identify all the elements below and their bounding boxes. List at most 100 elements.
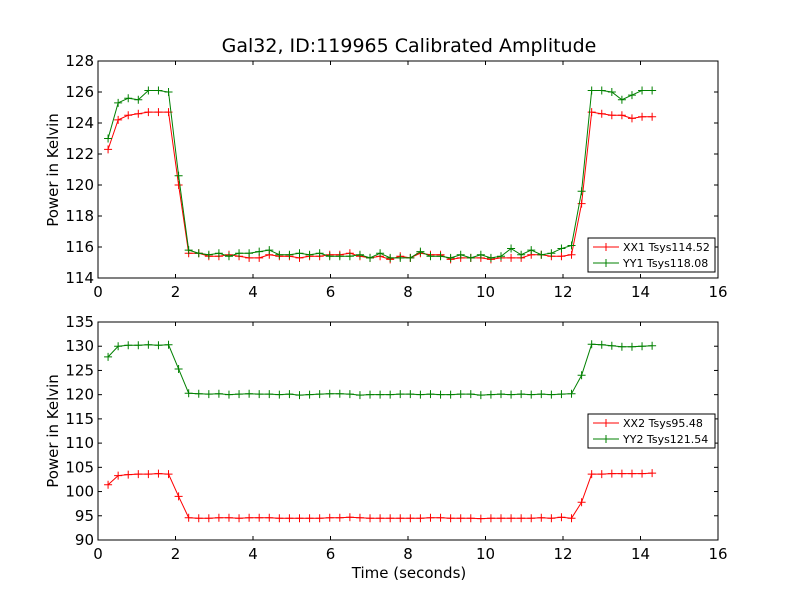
data-point-marker [325,389,334,398]
data-point-marker [124,111,133,120]
data-point-marker [456,390,465,399]
data-point-marker [295,249,304,258]
data-point-marker [557,390,566,399]
y-tick-label: 115 [65,410,94,428]
data-point-marker [466,253,475,262]
data-point-marker [557,252,566,261]
data-point-marker [245,513,254,522]
data-point-marker [607,88,616,96]
data-point-marker [285,250,294,259]
x-tick-label: 2 [171,283,181,301]
data-point-marker [527,246,536,255]
y-tick-label: 126 [65,83,94,101]
x-tick-label: 6 [326,283,336,301]
data-point-marker [406,390,415,399]
data-point-marker [466,514,475,523]
data-point-marker [255,390,264,399]
data-point-marker [184,513,193,522]
data-point-marker [426,252,435,261]
data-point-marker [476,514,485,523]
data-point-marker [104,480,113,489]
y-tick-label: 120 [65,386,94,404]
data-point-marker [517,250,526,259]
data-point-marker [174,492,183,501]
data-point-marker [627,342,636,351]
data-point-marker [386,390,395,399]
data-point-marker [426,390,435,399]
data-point-marker [486,514,495,523]
data-point-marker [214,389,223,398]
data-point-marker [436,252,445,261]
x-tick-label: 4 [248,283,258,301]
y-tick-label: 100 [65,483,94,501]
data-point-marker [638,112,647,121]
data-point-marker [648,469,657,478]
data-point-marker [224,390,233,399]
data-point-marker [204,390,213,399]
x-axis-label: Time (seconds) [351,564,467,582]
y-tick-label: 125 [65,361,94,379]
data-point-marker [345,390,354,399]
data-point-marker [114,342,123,351]
data-point-marker [416,390,425,399]
data-point-marker [406,514,415,523]
data-point-marker [507,253,516,262]
axes-frame [97,321,719,541]
data-point-marker [315,514,324,523]
data-point-marker [235,249,244,258]
data-point-marker [144,470,153,479]
data-point-marker [235,390,244,399]
data-point-marker [507,514,516,523]
data-point-marker [204,514,213,523]
data-point-marker [134,341,143,350]
y-tick-label: 120 [65,176,94,194]
y-tick-label: 118 [65,207,94,225]
x-tick-label: 12 [553,283,572,301]
data-point-marker [335,389,344,398]
data-point-marker [184,389,193,398]
y-tick-label: 105 [65,458,94,476]
data-point-marker [466,390,475,399]
data-point-marker [577,187,586,196]
data-point-marker [134,95,143,104]
y-tick-label: 114 [65,269,94,287]
data-point-marker [124,470,133,479]
data-point-marker [497,390,505,399]
data-point-marker [154,108,163,117]
x-tick-label: 12 [553,545,572,563]
data-point-marker [164,340,173,349]
data-point-marker [607,341,616,350]
data-point-marker [587,340,596,349]
legend: XX1 Tsys114.52 YY1 Tsys118.08 [587,237,716,273]
data-point-marker [486,253,495,262]
data-point-marker [537,513,546,522]
data-point-marker [597,470,606,479]
x-tick-label: 6 [326,545,336,563]
data-point-marker [587,470,596,479]
data-point-marker [567,389,576,398]
data-point-marker [436,390,445,399]
data-point-marker [144,340,153,349]
x-tick-label: 10 [476,283,495,301]
data-point-marker [214,249,223,258]
data-point-marker [275,514,284,523]
data-point-marker [174,181,183,189]
data-point-marker [386,253,395,262]
data-point-marker [627,114,636,123]
data-point-marker [224,252,233,261]
y-tick-label: 135 [65,313,94,331]
data-point-marker [557,244,566,253]
data-point-marker [335,513,344,522]
y-tick-label: 124 [65,114,94,132]
legend: XX2 Tsys95.48 YY2 Tsys121.54 [587,413,716,449]
data-point-marker [557,513,566,522]
y-tick-label: 122 [65,145,94,163]
data-point-marker [577,371,586,380]
data-point-marker [567,250,576,259]
data-point-marker [567,241,576,250]
data-point-marker [285,514,294,523]
top-y-axis-label: Power in Kelvin [44,113,62,227]
legend-swatch-marker [602,243,610,251]
data-point-marker [345,513,354,522]
x-tick-label: 14 [631,283,650,301]
